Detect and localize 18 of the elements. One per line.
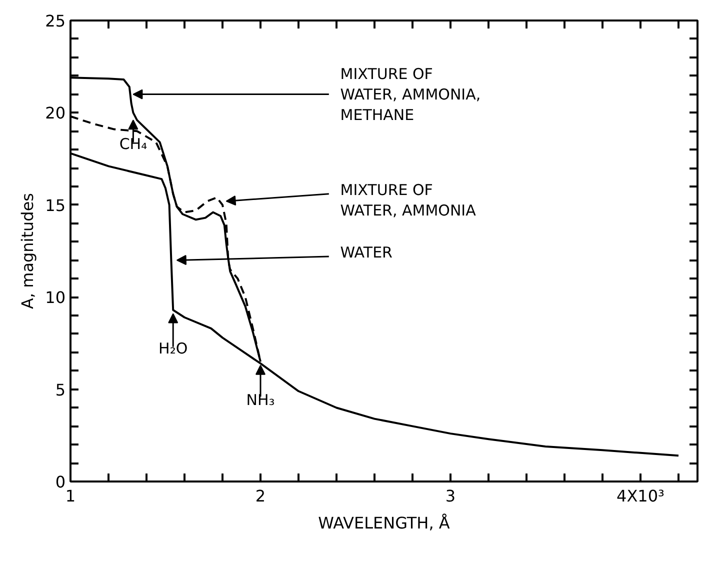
y-tick-label: 20 [45,104,66,123]
y-axis-title: A, magnitudes [18,193,38,309]
x-tick-label: 2 [255,486,266,506]
y-tick-label: 15 [45,196,66,215]
annotation: CH₄ [119,134,148,153]
y-tick-label: 25 [45,12,66,30]
annotation: H₂O [158,340,188,358]
y-tick-label: 5 [55,380,66,400]
annotation: WATER [340,244,392,262]
annotation: MIXTURE OF WATER, AMMONIA [340,180,477,220]
y-tick-label: 0 [55,472,66,492]
x-axis-title: WAVELENGTH, Å [318,514,450,532]
annotation: NH₃ [246,391,275,410]
x-tick-label: 1 [65,486,76,506]
x-tick-label: 3 [445,486,456,506]
y-tick-label: 10 [45,288,66,308]
x-tick-label: 4X10³ [616,486,664,506]
annotation: MIXTURE OF WATER, AMMONIA, METHANE [340,64,481,124]
